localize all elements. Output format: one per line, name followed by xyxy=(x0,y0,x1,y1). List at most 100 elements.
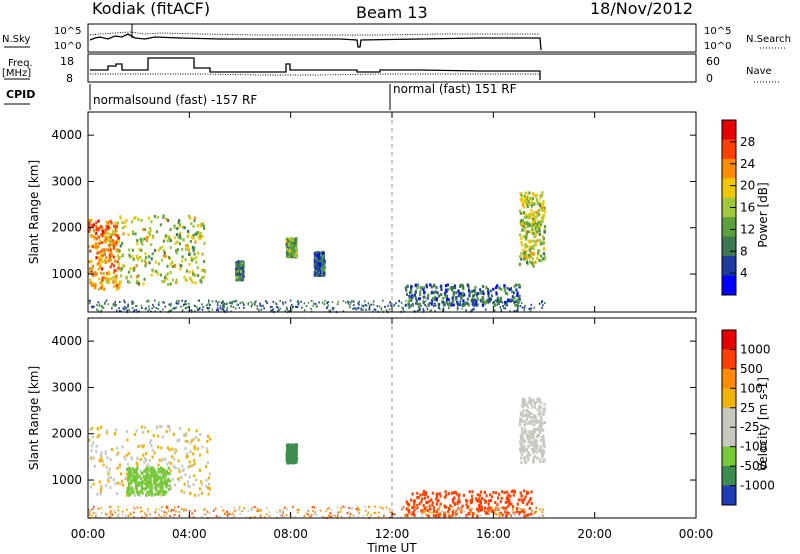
velocity-echo-cell xyxy=(207,476,210,480)
velocity-echo-cell xyxy=(140,476,143,480)
velocity-echo-cell xyxy=(529,443,533,447)
power-echo-cell xyxy=(194,281,197,285)
velocity-echo-cell xyxy=(526,405,530,409)
power-echo-cell xyxy=(132,231,135,235)
velocity-echo-cell xyxy=(527,401,530,405)
velocity-echo-cell xyxy=(152,434,155,438)
power-echo-cell xyxy=(316,263,320,267)
power-echo-cell xyxy=(360,308,363,311)
power-echo-cell xyxy=(127,270,131,274)
velocity-echo-cell xyxy=(178,510,181,513)
velocity-echo-cell xyxy=(541,511,543,514)
power-echo-cell xyxy=(424,304,426,307)
power-echo-cell xyxy=(183,226,186,230)
velocity-echo-cell xyxy=(527,458,530,462)
power-echo-cell xyxy=(182,238,185,242)
power-echo-cell xyxy=(215,309,218,312)
velocity-echo-cell xyxy=(166,483,169,487)
velocity-echo-cell xyxy=(208,486,211,490)
power-echo-cell xyxy=(295,237,298,241)
velocity-echo-cell xyxy=(440,514,442,517)
power-echo-cell xyxy=(102,287,105,291)
power-echo-cell xyxy=(95,237,98,241)
colorbar-swatch xyxy=(722,275,736,296)
power-echo-cell xyxy=(539,239,542,243)
power-echo-cell xyxy=(157,307,160,310)
velocity-echo-cell xyxy=(129,467,132,471)
velocity-echo-cell xyxy=(496,503,499,507)
power-echo-cell xyxy=(271,305,274,308)
velocity-echo-cell xyxy=(352,507,354,510)
power-echo-cell xyxy=(523,216,526,220)
power-echo-cell xyxy=(508,299,511,303)
power-echo-cell xyxy=(364,300,366,303)
power-echo-cell xyxy=(527,215,530,219)
power-echo-cell xyxy=(168,256,171,260)
power-echo-cell xyxy=(528,224,531,228)
power-echo-cell xyxy=(136,242,139,246)
velocity-echo-cell xyxy=(521,419,524,423)
power-echo-cell xyxy=(285,241,288,245)
power-echo-cell xyxy=(103,258,106,262)
velocity-echo-cell xyxy=(293,445,297,449)
power-echo-cell xyxy=(239,270,243,274)
power-echo-cell xyxy=(90,259,93,263)
power-echo-cell xyxy=(202,275,205,279)
power-echo-cell xyxy=(114,221,117,225)
colorbar-swatch xyxy=(722,120,736,140)
power-echo-cell xyxy=(543,225,547,229)
power-echo-cell xyxy=(474,302,477,306)
velocity-echo-cell xyxy=(419,493,422,497)
power-echo-cell xyxy=(88,221,91,225)
velocity-echo-cell xyxy=(519,435,522,439)
velocity-echo-cell xyxy=(476,514,479,518)
velocity-echo-cell xyxy=(519,491,522,495)
velocity-echo-cell xyxy=(407,506,410,509)
velocity-echo-cell xyxy=(510,490,513,494)
power-echo-cell xyxy=(185,278,188,282)
power-echo-cell xyxy=(119,244,122,248)
power-echo-cell xyxy=(158,303,160,306)
velocity-echo-cell xyxy=(164,470,167,474)
velocity-echo-cell xyxy=(138,474,141,478)
power-echo-cell xyxy=(522,257,526,261)
power-echo-cell xyxy=(440,293,443,297)
power-echo-cell xyxy=(151,252,154,256)
velocity-echo-cell xyxy=(168,472,171,476)
velocity-echo-cell xyxy=(121,445,124,449)
power-echo-cell xyxy=(365,304,368,307)
power-echo-cell xyxy=(184,300,186,303)
power-echo-cell xyxy=(296,300,299,303)
power-echo-cell xyxy=(230,305,232,308)
power-echo-cell xyxy=(168,303,171,306)
colorbar-swatch xyxy=(722,407,736,428)
power-echo-cell xyxy=(475,300,478,304)
power-echo-cell xyxy=(93,282,96,286)
power-echo-cell xyxy=(95,221,98,225)
power-echo-cell xyxy=(293,254,296,258)
power-echo-cell xyxy=(119,215,122,219)
power-echo-cell xyxy=(290,252,293,256)
power-echo-cell xyxy=(533,306,536,309)
velocity-echo-cell xyxy=(421,516,423,519)
velocity-echo-cell xyxy=(106,513,108,516)
velocity-echo-cell xyxy=(522,489,526,493)
power-echo-cell xyxy=(188,214,191,218)
velocity-echo-cell xyxy=(367,505,370,508)
power-echo-cell xyxy=(138,248,141,252)
power-echo-cell xyxy=(290,310,293,313)
power-echo-cell xyxy=(357,307,360,310)
velocity-echo-cell xyxy=(118,513,121,516)
power-echo-cell xyxy=(286,253,289,257)
power-echo-cell xyxy=(88,260,91,264)
power-echo-cell xyxy=(521,218,524,222)
velocity-echo-cell xyxy=(134,478,137,482)
power-echo-cell xyxy=(102,306,105,309)
power-echo-cell xyxy=(487,298,490,302)
velocity-echo-cell xyxy=(150,474,153,478)
power-echo-cell xyxy=(135,275,139,279)
power-echo-cell xyxy=(164,234,167,238)
power-echo-cell xyxy=(314,271,317,275)
power-echo-cell xyxy=(485,301,487,304)
power-echo-cell xyxy=(131,255,134,259)
